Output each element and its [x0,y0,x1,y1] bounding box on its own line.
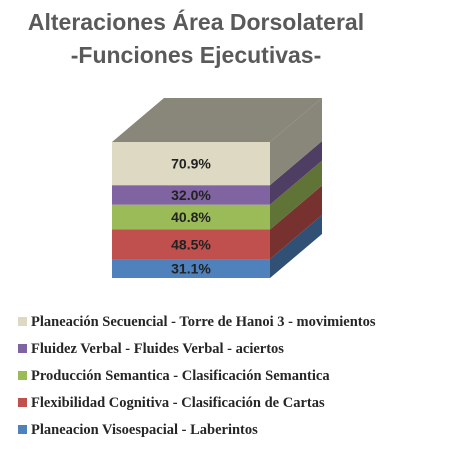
bar-segment-1-side [270,185,322,260]
legend-swatch-0 [18,425,27,434]
chart-title-line-2: -Funciones Ejecutivas- [71,42,322,68]
data-label-2: 40.8% [171,209,211,225]
legend-item-2: Producción Semantica - Clasificación Sem… [31,368,330,384]
bar-segment-3-side [270,141,322,205]
bar-segment-3-front [112,185,270,205]
data-labels: 31.1% 48.5% 40.8% 32.0% 70.9% [171,156,211,277]
legend-swatch-4 [18,317,27,326]
bar-segment-1-front [112,229,270,260]
bar-segment-2-side [270,160,322,230]
bar-segment-4-side [270,98,322,186]
legend: Planeación Secuencial - Torre de Hanoi 3… [18,314,376,438]
bar-segment-4-front [112,142,270,186]
data-label-0: 31.1% [171,261,211,277]
chart-title-line-1: Alteraciones Área Dorsolateral [28,8,364,35]
legend-item-3: Fluidez Verbal - Fluides Verbal - aciert… [31,341,284,357]
data-label-1: 48.5% [171,236,211,252]
bar-segment-4-top [112,98,322,142]
data-label-3: 32.0% [171,187,211,203]
legend-swatch-2 [18,371,27,380]
legend-item-0: Planeacion Visoespacial - Laberintos [31,422,258,438]
bar-segment-0-front [112,259,270,278]
legend-swatch-1 [18,398,27,407]
data-label-4: 70.9% [171,156,211,172]
bar-segment-2-front [112,204,270,230]
legend-swatch-3 [18,344,27,353]
bar-segment-0-side [270,215,322,278]
legend-item-4: Planeación Secuencial - Torre de Hanoi 3… [31,314,376,330]
legend-item-1: Flexibilidad Cognitiva - Clasificación d… [31,395,325,411]
stacked-column [112,98,322,278]
